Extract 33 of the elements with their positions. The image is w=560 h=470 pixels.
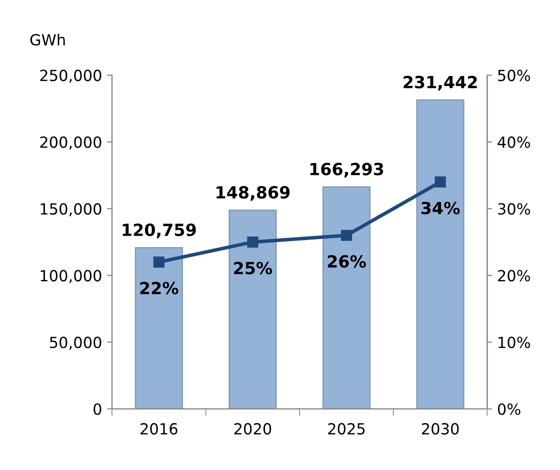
data-label: 22% <box>140 282 178 294</box>
y-tick-label: 100,000 <box>40 270 102 283</box>
y-tick-label: 0 <box>94 403 102 415</box>
y-tick-label: 50,000 <box>50 336 102 350</box>
bar <box>416 99 464 409</box>
data-label: 120,759 <box>122 224 196 238</box>
y-axis-title: GWh <box>30 34 65 46</box>
y2-tick-label: 50% <box>498 70 530 82</box>
bar <box>134 247 183 409</box>
data-label: 166,293 <box>310 162 384 178</box>
x-tick-label: 2020 <box>234 423 272 435</box>
data-label: 34% <box>421 202 460 214</box>
y-tick-label: 200,000 <box>40 136 102 150</box>
x-tick-label: 2025 <box>328 423 365 435</box>
data-label: 25% <box>234 262 272 274</box>
point <box>340 230 352 241</box>
x-tick-label: 2030 <box>422 423 459 435</box>
bar <box>228 210 277 409</box>
y2-tick-label: 10% <box>498 336 530 348</box>
point <box>153 256 164 268</box>
x-tick-label: 2016 <box>140 423 178 435</box>
data-label: 148,869 <box>216 186 290 201</box>
data-label: 231,442 <box>404 76 477 91</box>
data-label: 26% <box>328 255 366 268</box>
y2-tick-label: 20% <box>498 270 530 282</box>
y2-tick-label: 0% <box>498 403 520 415</box>
point <box>247 236 258 248</box>
y2-tick-label: 30% <box>498 203 530 215</box>
y2-tick-label: 40% <box>498 136 530 148</box>
point <box>434 176 446 188</box>
y-tick-label: 150,000 <box>40 203 102 216</box>
y-tick-label: 250,000 <box>40 70 102 83</box>
bar <box>322 186 371 409</box>
